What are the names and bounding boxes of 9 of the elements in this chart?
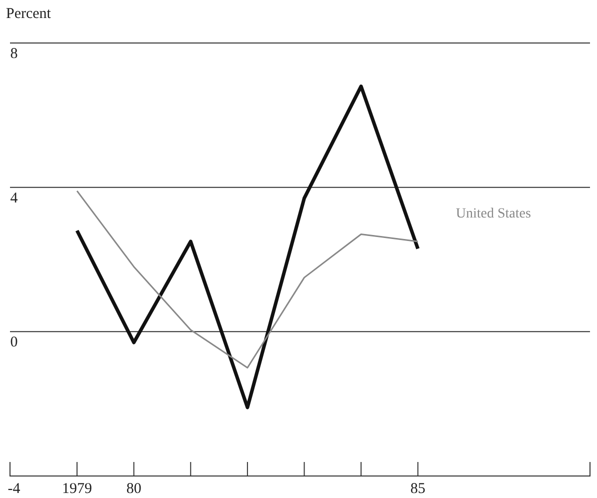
x-tick-label: 1979 (62, 481, 92, 497)
y-tick-label: 4 (10, 190, 18, 206)
text: United States (456, 206, 531, 222)
x-tick-label: 85 (410, 481, 426, 497)
y-tick-label: 0 (10, 334, 18, 351)
y-axis-title: Percent (6, 6, 52, 22)
x-tick-label: 80 (126, 481, 142, 497)
y-tick-label: -4 (8, 481, 21, 497)
y-tick-label: 8 (10, 46, 18, 62)
